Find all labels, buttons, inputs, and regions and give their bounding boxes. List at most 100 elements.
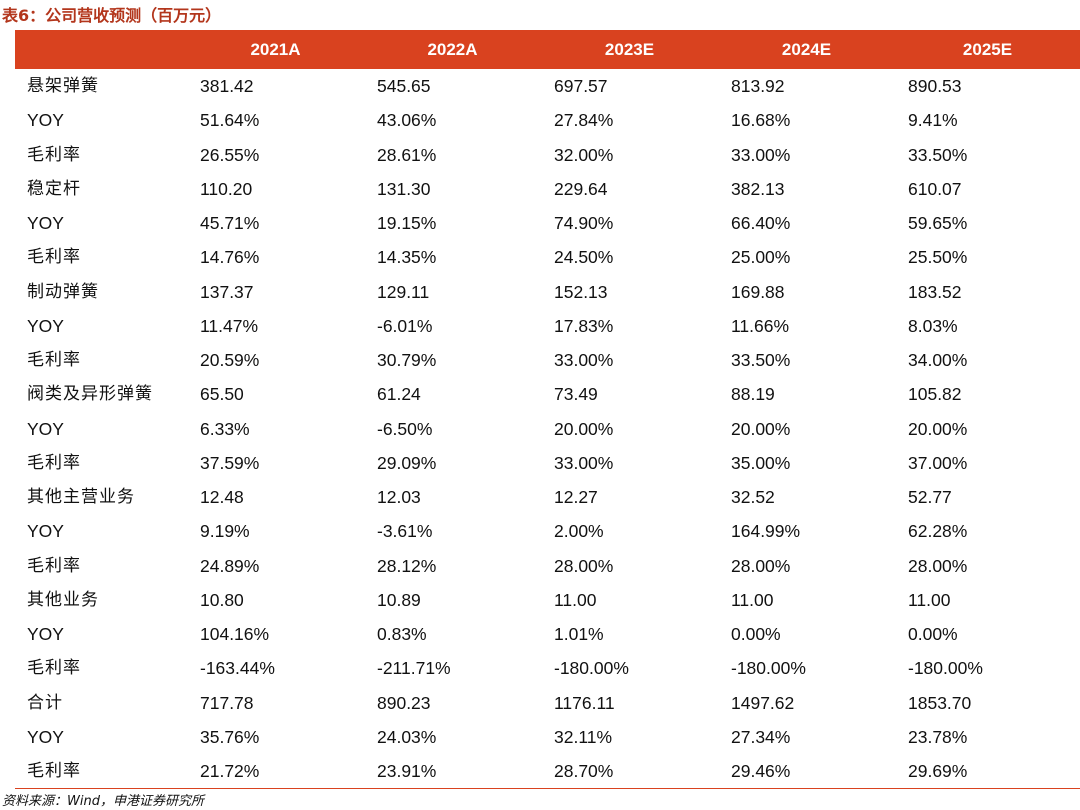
row-label-cell: 其他业务: [27, 589, 99, 610]
value-cell: 12.03: [377, 487, 421, 507]
row-label-cell: 其他主营业务: [27, 487, 135, 507]
table-row: 合计 717.78 890.23 1176.11 1497.62 1853.70: [15, 686, 1080, 720]
table-row: 毛利率 20.59% 30.79% 33.00% 33.50% 34.00%: [15, 343, 1080, 377]
value-cell: 23.91%: [377, 761, 437, 781]
row-label-cell: 毛利率: [27, 761, 81, 781]
value-cell: 9.19%: [200, 521, 250, 542]
value-cell: -180.00%: [554, 658, 629, 679]
row-label-cell: YOY: [27, 521, 64, 542]
table-row: 悬架弹簧 381.42 545.65 697.57 813.92 890.53: [15, 69, 1080, 103]
value-cell: -6.50%: [377, 418, 433, 439]
value-cell: 32.11%: [554, 726, 613, 747]
value-cell: 10.80: [200, 589, 244, 610]
table-row: 毛利率 -163.44% -211.71% -180.00% -180.00% -180.…: [15, 651, 1080, 685]
row-label-cell: 毛利率: [27, 555, 81, 576]
value-cell: 51.64%: [200, 110, 260, 131]
table-row: YOY 51.64% 43.06% 27.84% 16.68% 9.41%: [15, 103, 1080, 137]
value-cell: 183.52: [908, 281, 962, 302]
value-cell: 110.20: [200, 178, 253, 199]
value-cell: 33.50%: [908, 144, 968, 165]
value-cell: 33.00%: [731, 144, 791, 165]
value-cell: 28.12%: [377, 555, 437, 576]
value-cell: 1497.62: [731, 692, 795, 713]
row-label-cell: YOY: [27, 213, 64, 233]
value-cell: 20.59%: [200, 350, 260, 370]
value-cell: 29.46%: [731, 761, 791, 781]
value-cell: 137.37: [200, 281, 254, 302]
value-cell: 105.82: [908, 384, 962, 405]
header-cell-2024e: 2024E: [781, 40, 832, 59]
row-label-cell: YOY: [27, 726, 64, 747]
value-cell: 66.40%: [731, 213, 791, 233]
value-cell: 14.76%: [200, 247, 260, 268]
value-cell: 52.77: [908, 487, 952, 507]
header-cell-2023e: 2023E: [604, 40, 655, 59]
source-note: 资料来源：Wind，申港证券研究所: [2, 794, 204, 809]
table-row: 稳定杆 110.20 131.30 229.64 382.13 610.07: [15, 172, 1080, 206]
table-row: YOY 11.47% -6.01% 17.83% 11.66% 8.03%: [15, 309, 1080, 343]
value-cell: 28.70%: [554, 761, 614, 781]
table-row: 毛利率 21.72% 23.91% 28.70% 29.46% 29.69%: [15, 754, 1080, 790]
value-cell: 0.00%: [731, 624, 781, 644]
value-cell: 12.48: [200, 487, 244, 507]
value-cell: 0.83%: [377, 624, 427, 644]
value-cell: 152.13: [554, 281, 608, 302]
value-cell: 381.42: [200, 76, 254, 96]
value-cell: 27.84%: [554, 110, 614, 131]
value-cell: 73.49: [554, 384, 598, 405]
value-cell: 37.00%: [908, 452, 968, 473]
row-label-cell: YOY: [27, 418, 64, 439]
value-cell: 813.92: [731, 76, 785, 96]
value-cell: 28.00%: [908, 555, 968, 576]
value-cell: 2.00%: [554, 521, 604, 542]
value-cell: 35.76%: [200, 726, 260, 747]
value-cell: 11.00: [554, 589, 597, 610]
value-cell: 88.19: [731, 384, 775, 405]
value-cell: -211.71%: [377, 658, 451, 679]
table-row: YOY 35.76% 24.03% 32.11% 27.34% 23.78%: [15, 720, 1080, 754]
value-cell: 34.00%: [908, 350, 968, 370]
value-cell: 43.06%: [377, 110, 437, 131]
value-cell: 610.07: [908, 178, 962, 199]
table-row: YOY 45.71% 19.15% 74.90% 66.40% 59.65%: [15, 206, 1080, 240]
value-cell: 131.30: [377, 178, 431, 199]
row-label-cell: YOY: [27, 624, 64, 644]
value-cell: 12.27: [554, 487, 598, 507]
table-row: 毛利率 24.89% 28.12% 28.00% 28.00% 28.00%: [15, 549, 1080, 583]
header-cell-segment: [15, 30, 187, 69]
value-cell: 1176.11: [554, 692, 615, 713]
table-row: 制动弹簧 137.37 129.11 152.13 169.88 183.52: [15, 275, 1080, 309]
row-label-cell: 毛利率: [27, 658, 81, 679]
value-cell: 61.24: [377, 384, 421, 405]
row-label-cell: 悬架弹簧: [27, 76, 99, 96]
row-label-cell: 制动弹簧: [27, 281, 99, 302]
value-cell: 1.01%: [554, 624, 604, 644]
value-cell: 169.88: [731, 281, 785, 302]
value-cell: -180.00%: [731, 658, 806, 679]
value-cell: -6.01%: [377, 315, 433, 336]
row-label-cell: 毛利率: [27, 350, 81, 370]
value-cell: 26.55%: [200, 144, 260, 165]
table-row: 毛利率 26.55% 28.61% 32.00% 33.00% 33.50%: [15, 138, 1080, 172]
value-cell: 129.11: [377, 281, 430, 302]
table-row: 毛利率 14.76% 14.35% 24.50% 25.00% 25.50%: [15, 240, 1080, 274]
value-cell: 697.57: [554, 76, 608, 96]
value-cell: 10.89: [377, 589, 421, 610]
value-cell: 382.13: [731, 178, 785, 199]
value-cell: 25.00%: [731, 247, 791, 268]
value-cell: 11.66%: [731, 315, 790, 336]
value-cell: 11.00: [731, 589, 774, 610]
header-cell-2025e: 2025E: [962, 40, 1013, 59]
value-cell: 20.00%: [908, 418, 968, 439]
row-label-cell: 稳定杆: [27, 178, 81, 199]
value-cell: 28.00%: [554, 555, 614, 576]
value-cell: 24.89%: [200, 555, 260, 576]
value-cell: 21.72%: [200, 761, 260, 781]
value-cell: 20.00%: [731, 418, 791, 439]
table-row: 阀类及异形弹簧 65.50 61.24 73.49 88.19 105.82: [15, 377, 1080, 411]
value-cell: 62.28%: [908, 521, 968, 542]
value-cell: 37.59%: [200, 452, 260, 473]
row-label-cell: 毛利率: [27, 144, 81, 165]
table-body: 悬架弹簧 381.42 545.65 697.57 813.92 890.53 YOY 51.…: [15, 69, 1080, 790]
value-cell: 59.65%: [908, 213, 968, 233]
